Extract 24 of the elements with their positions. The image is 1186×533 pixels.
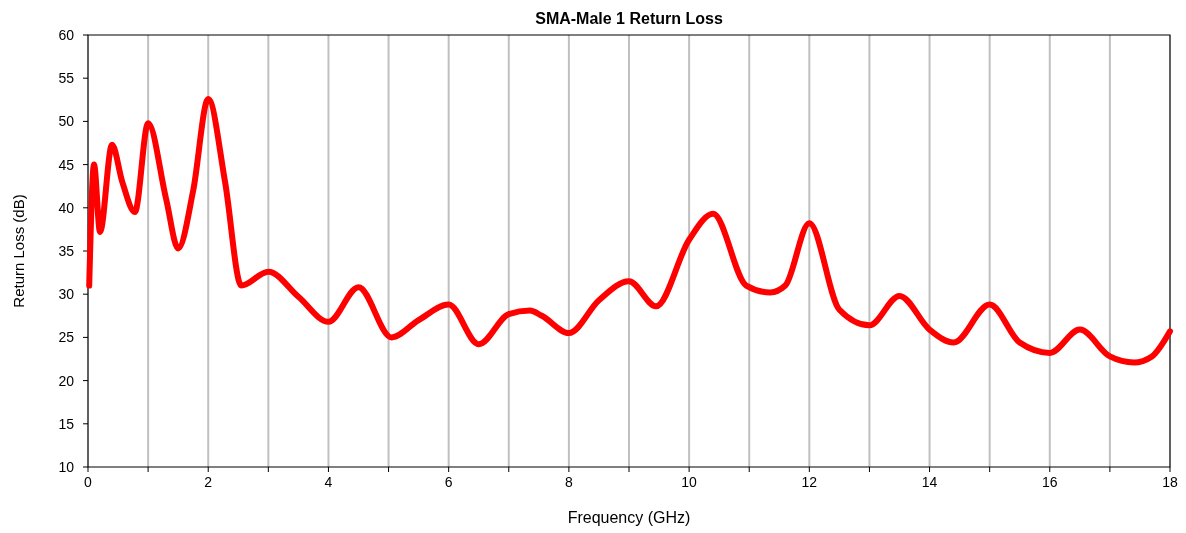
x-tick-label: 6 bbox=[444, 474, 453, 490]
y-tick-label: 40 bbox=[58, 199, 75, 216]
x-tick-label: 12 bbox=[801, 474, 818, 490]
x-tick-label: 14 bbox=[921, 474, 938, 490]
y-tick-label: 10 bbox=[58, 459, 75, 475]
x-tick-label: 8 bbox=[564, 474, 573, 490]
y-tick-label: 45 bbox=[58, 156, 75, 173]
x-tick-label: 4 bbox=[324, 474, 333, 490]
x-tick-label: 2 bbox=[204, 474, 213, 490]
x-axis-title: Frequency (GHz) bbox=[567, 509, 691, 526]
x-tick-label: 16 bbox=[1041, 474, 1058, 490]
y-axis-title: Return Loss (dB) bbox=[10, 194, 27, 308]
y-tick-label: 15 bbox=[58, 415, 75, 432]
x-tick-label: 0 bbox=[84, 474, 93, 490]
y-tick-label: 30 bbox=[58, 286, 75, 303]
x-tick-label: 18 bbox=[1162, 474, 1178, 490]
y-tick-label: 60 bbox=[58, 27, 75, 43]
y-tick-label: 35 bbox=[58, 243, 75, 259]
y-tick-label: 55 bbox=[58, 70, 75, 87]
y-tick-label: 20 bbox=[58, 372, 75, 389]
y-tick-label: 50 bbox=[58, 113, 75, 130]
x-tick-label: 10 bbox=[681, 474, 698, 490]
chart-title: SMA-Male 1 Return Loss bbox=[535, 10, 723, 27]
y-tick-label: 25 bbox=[58, 329, 75, 346]
